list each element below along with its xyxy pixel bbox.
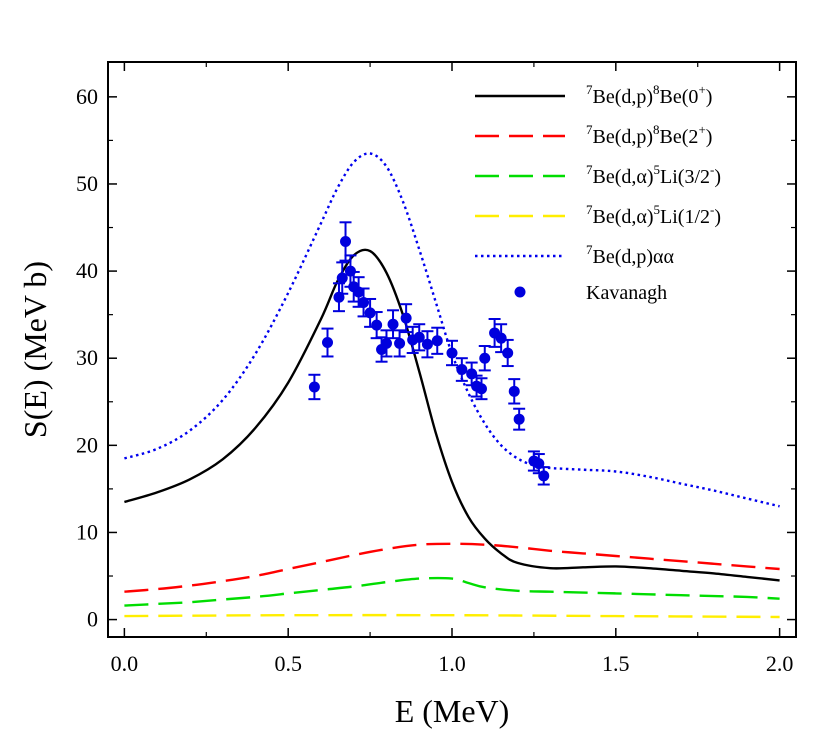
data-point [479,352,491,364]
legend-text-main: Be(d,p) [593,86,654,108]
legend-text-main: Be(d,p) [593,126,654,148]
legend-text-sup2: 5 [654,202,661,217]
data-point [400,312,412,324]
data-point [502,347,514,359]
legend-text-main: Be(d,α) [593,166,654,188]
y-axis-title: S(E) (MeV b) [17,261,53,438]
data-point [394,337,406,349]
legend-text-sup2: 8 [653,122,660,137]
legend-text-end: ) [706,126,713,148]
x-tick-label: 0.0 [111,651,139,676]
legend-label-3: 7Be(d,α)5Li(3/2-) [586,162,721,188]
series-layer [124,152,780,619]
legend-label-2: 7Be(d,p)8Be(2+) [586,122,712,148]
y-tick-label: 30 [76,345,98,370]
legend-text-main: Be(d,p)αα [593,246,675,268]
legend: 7Be(d,p)8Be(0+)7Be(d,p)8Be(2+)7Be(d,α)5L… [475,82,721,304]
series-line-5 [124,152,780,508]
series-line-1 [124,248,780,582]
legend-text-pre: 7 [586,202,593,217]
legend-text-main2: Li(3/2 [660,166,710,188]
legend-text-pre: 7 [586,162,593,177]
legend-text-end: ) [714,206,721,228]
data-points-layer [308,221,550,486]
legend-text-sup2: 5 [654,162,661,177]
series-line-2 [124,542,780,593]
y-tick-label: 0 [87,607,98,632]
legend-text-sup3: + [698,122,705,137]
x-tick-label: 0.5 [274,651,302,676]
data-point [508,385,520,397]
legend-label-5: 7Be(d,p)αα [586,242,675,268]
data-point [371,319,383,331]
x-tick-label: 2.0 [766,651,794,676]
data-point [380,337,392,349]
data-point [413,331,425,343]
y-tick-label: 10 [76,519,98,544]
data-point [364,307,376,319]
y-tick-label: 40 [76,258,98,283]
data-point [446,347,458,359]
data-point [513,413,525,425]
legend-text-end: ) [714,166,721,188]
series-line-4 [124,613,780,619]
legend-text-main2: Be(0 [660,86,699,108]
data-point [336,272,348,284]
legend-text-sup2: 8 [653,82,660,97]
legend-text-end: ) [706,86,713,108]
series-line-3 [124,576,780,607]
legend-text-main2: Be(2 [660,126,699,148]
y-tick-label: 60 [76,84,98,109]
data-point [340,235,352,247]
data-point [322,337,334,349]
data-point [308,381,320,393]
legend-text-sup3: - [710,202,714,217]
legend-text-sup3: - [710,162,714,177]
axis-ticks: 0.0 0.5 1.0 1.5 2.0 0 10 20 30 40 50 60 [76,62,796,676]
legend-label-1: 7Be(d,p)8Be(0+) [586,82,712,108]
y-tick-label: 20 [76,432,98,457]
data-point [431,335,443,347]
x-tick-label: 1.0 [438,651,466,676]
legend-text-pre: 7 [586,122,593,137]
x-axis-title: E (MeV) [395,693,510,729]
legend-text-pre: 7 [586,82,593,97]
data-point [495,332,507,344]
data-point [466,368,478,380]
legend-text-main: Be(d,α) [593,206,654,228]
data-point [538,470,550,482]
legend-swatch-points [514,286,526,298]
legend-label-4: 7Be(d,α)5Li(1/2-) [586,202,721,228]
data-point [475,383,487,395]
data-point [421,338,433,350]
legend-text-main2: Li(1/2 [660,206,710,228]
legend-label-points: Kavanagh [586,282,667,304]
legend-text-pre: 7 [586,242,593,257]
x-tick-label: 1.5 [602,651,630,676]
y-tick-label: 50 [76,171,98,196]
data-point [387,318,399,330]
legend-text-sup3: + [698,82,705,97]
data-point [456,364,468,376]
